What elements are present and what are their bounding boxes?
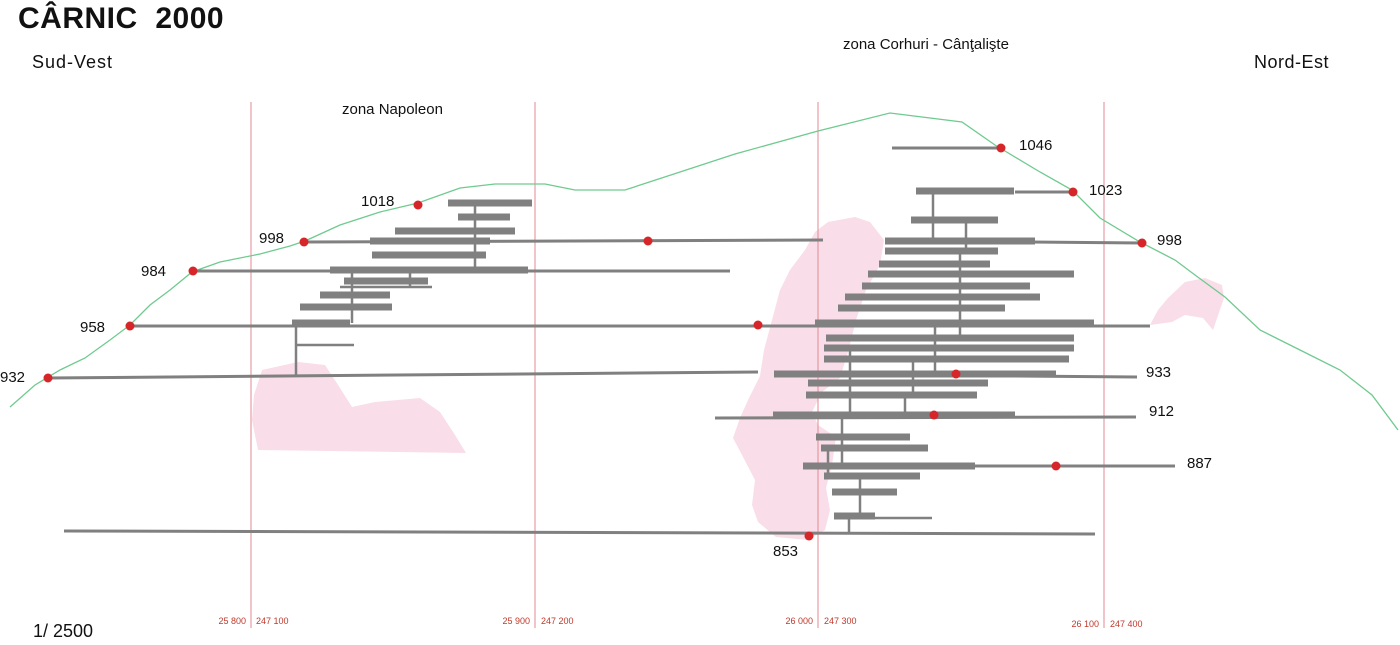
portal-point	[951, 369, 961, 379]
portal-point	[929, 410, 939, 420]
portal-point	[804, 531, 814, 541]
elevation-label: 998	[1157, 232, 1182, 249]
elevation-labels: 1046 1023 1018 998 998 984 958 933 932 9…	[0, 137, 1212, 560]
elevation-label: 1046	[1019, 137, 1052, 154]
zone-label-corhuri: zona Corhuri - Cânţalişte	[843, 36, 1009, 53]
portal-point	[299, 237, 309, 247]
grid-label-easting: 247 300	[824, 616, 857, 626]
scale-label: 1/ 2500	[33, 621, 94, 641]
elevation-label: 932	[0, 369, 25, 386]
corhuri-stopes	[773, 187, 1094, 520]
elevation-label: 912	[1149, 403, 1174, 420]
grid-label-northing: 26 100	[1071, 619, 1099, 629]
portal-point	[125, 321, 135, 331]
ore-body-east	[1150, 278, 1224, 330]
ore-bodies	[252, 217, 1224, 540]
portal-point	[43, 373, 53, 383]
grid-label-easting: 247 400	[1110, 619, 1143, 629]
gallery-level-998-east	[1029, 240, 1143, 245]
portal-point	[1051, 461, 1061, 471]
elevation-label: 1018	[361, 193, 394, 210]
grid-label-northing: 25 800	[218, 616, 246, 626]
diagram-title: CÂRNIC 2000	[18, 2, 225, 35]
orientation-left-label: Sud-Vest	[32, 52, 114, 72]
grid-label-easting: 247 100	[256, 616, 289, 626]
grid-lines	[250, 102, 1105, 628]
portal-point	[188, 266, 198, 276]
portal-point	[413, 200, 423, 210]
gallery-level-932	[47, 370, 759, 380]
elevation-label: 998	[259, 230, 284, 247]
portal-point	[753, 320, 763, 330]
portal-point	[1137, 238, 1147, 248]
napoleon-stopes	[292, 199, 532, 327]
corhuri-shafts	[826, 191, 968, 534]
portal-point	[643, 236, 653, 246]
portal-point	[1068, 187, 1078, 197]
portals	[43, 143, 1147, 541]
elevation-label: 958	[80, 319, 105, 336]
portal-point	[996, 143, 1006, 153]
galleries	[47, 146, 1175, 536]
elevation-label: 984	[141, 263, 166, 280]
grid-label-easting: 247 200	[541, 616, 574, 626]
napoleon-shafts	[294, 203, 477, 377]
elevation-label: 887	[1187, 455, 1212, 472]
grid-label-northing: 25 900	[502, 616, 530, 626]
orientation-right-label: Nord-Est	[1254, 52, 1330, 72]
gallery-level-853	[63, 529, 1096, 536]
elevation-label: 933	[1146, 364, 1171, 381]
elevation-label: 1023	[1089, 182, 1122, 199]
zone-label-napoleon: zona Napoleon	[342, 101, 443, 118]
elevation-label: 853	[773, 543, 798, 560]
ore-body-napoleon	[252, 362, 466, 453]
terrain-profile-line	[9, 112, 1399, 431]
grid-label-northing: 26 000	[785, 616, 813, 626]
grid-labels: 25 800 247 100 25 900 247 200 26 000 247…	[218, 616, 1142, 629]
